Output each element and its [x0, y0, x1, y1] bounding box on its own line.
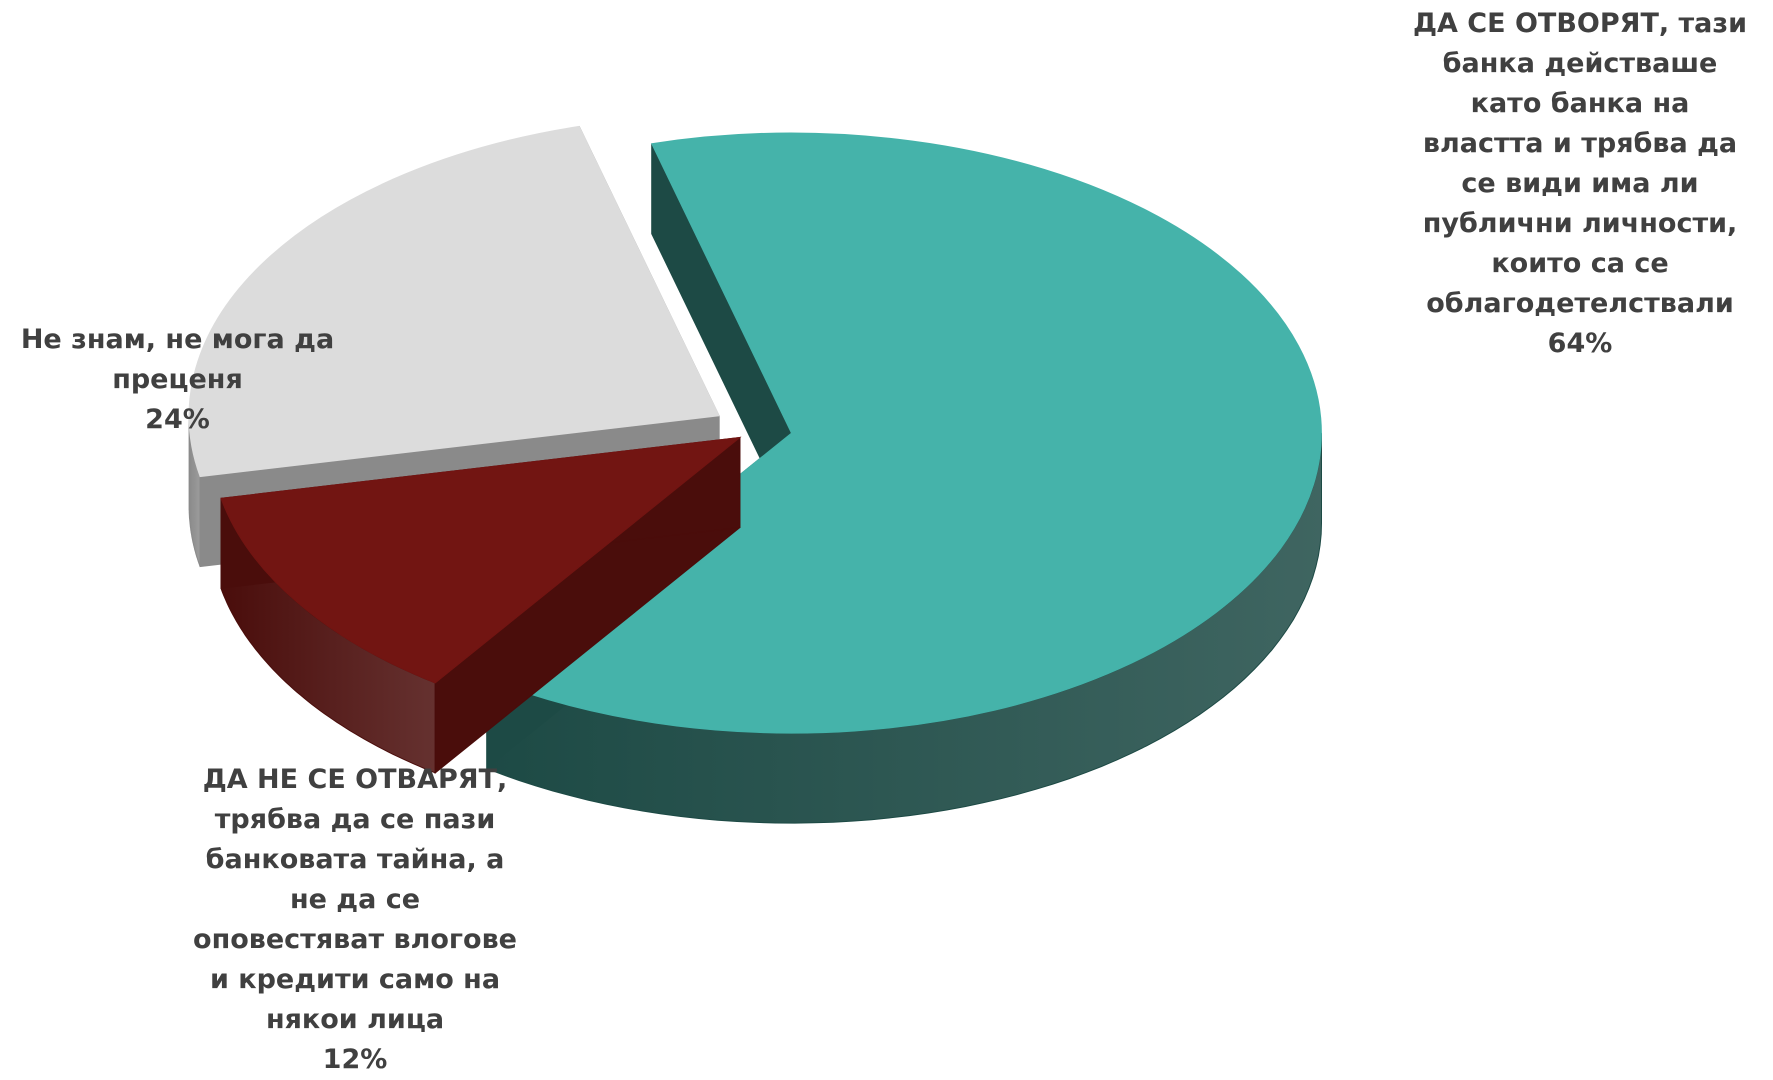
slice-top-face [485, 132, 1322, 734]
label-line: банка действаше [1442, 48, 1718, 79]
slice-label-not-open: ДА НЕ СЕ ОТВАРЯТ, трябва да се пази банк… [170, 760, 540, 1080]
slice-value-label: 24% [145, 404, 210, 435]
slice-value-label: 12% [322, 1044, 388, 1075]
slice-top-face [220, 436, 742, 684]
label-line: властта и трябва да [1422, 128, 1738, 159]
label-line: ДА СЕ ОТВОРЯТ, тази [1412, 8, 1748, 39]
slice-not-open [220, 436, 742, 774]
label-line: ДА НЕ СЕ ОТВАРЯТ, [202, 764, 508, 795]
label-line: банковата тайна, а [205, 844, 505, 875]
label-line: и кредити само на [209, 964, 501, 995]
label-line: трябва да се пази [214, 804, 496, 835]
slice-top-face [188, 125, 720, 478]
label-line: като банка на [1470, 88, 1690, 119]
label-line: облагодетелствали [1426, 288, 1734, 319]
label-line: публични личности, [1422, 208, 1738, 239]
label-line: Не знам, не мога да [20, 324, 335, 355]
slice-value-label: 64% [1547, 328, 1613, 359]
label-line: някои лица [265, 1004, 445, 1035]
label-line: се види има ли [1461, 168, 1699, 199]
slice-label-open: ДА СЕ ОТВОРЯТ, тази банка действаше като… [1390, 4, 1770, 364]
label-line: не да се [289, 884, 421, 915]
label-line: оповестяват влогове [193, 924, 517, 955]
label-line: които са се [1491, 248, 1669, 279]
label-line: преценя [112, 364, 243, 395]
slice-label-dont-know: Не знам, не мога да преценя 24% [0, 320, 355, 440]
